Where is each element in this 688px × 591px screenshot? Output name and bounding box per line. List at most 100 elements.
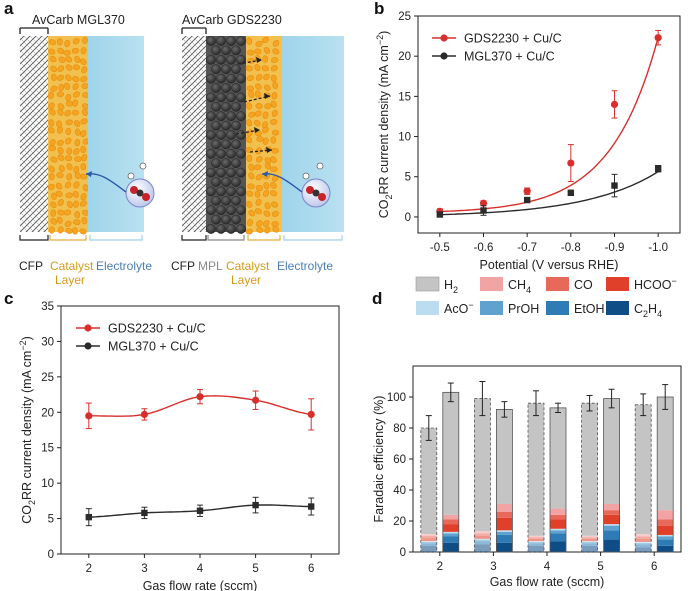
mpl-particle xyxy=(216,205,226,215)
mpl-particle xyxy=(211,64,221,74)
mpl-particle xyxy=(206,130,216,140)
mpl-particle xyxy=(236,148,246,159)
catalyst-grain xyxy=(48,145,56,152)
catalyst-grain xyxy=(261,65,269,72)
mpl-particle xyxy=(236,55,246,65)
data-point xyxy=(252,501,259,509)
catalyst-grain xyxy=(73,200,79,208)
series-line xyxy=(439,171,659,216)
mpl-particle xyxy=(211,177,221,187)
legend-entry: EtOH xyxy=(574,302,605,316)
mpl-particle xyxy=(231,45,241,56)
catalyst-grain xyxy=(255,103,263,109)
mpl-label: MPL xyxy=(198,259,223,273)
bar-segment-h2 xyxy=(603,398,620,504)
catalyst-grain xyxy=(49,56,57,63)
mgl370-bracket xyxy=(19,27,49,34)
catalyst-grain xyxy=(81,154,88,162)
bar-segment-h2 xyxy=(635,404,652,535)
mpl-particle xyxy=(231,64,241,74)
bar-segment-h2 xyxy=(581,403,598,536)
legend-swatch xyxy=(480,277,503,291)
bar-segment-h2 xyxy=(442,392,459,515)
catalyst-grain xyxy=(80,76,88,83)
catalyst-grain xyxy=(271,147,279,154)
mpl-particle xyxy=(216,224,226,234)
catalyst-grain xyxy=(79,228,87,235)
catalyst-grain xyxy=(245,228,253,235)
catalyst-grain xyxy=(57,108,64,116)
catalyst-grain xyxy=(48,102,55,110)
catalyst-grain xyxy=(270,119,278,125)
bar-segment-aco xyxy=(603,524,620,526)
bar-segment-etoh xyxy=(550,533,566,542)
catalyst-grain xyxy=(246,190,254,197)
bar-segment-co xyxy=(474,533,491,536)
bar-segment-etoh xyxy=(474,541,491,545)
catalyst-grain xyxy=(48,165,55,173)
bar-segment-ch4 xyxy=(420,534,437,536)
data-point xyxy=(480,207,487,214)
legend-entry: HCOO− xyxy=(634,276,677,292)
x-tick-label: -1.0 xyxy=(648,242,668,254)
bar-segment-co xyxy=(657,519,674,526)
catalyst-grain xyxy=(71,47,79,54)
x-tick-label: 5 xyxy=(252,563,258,575)
catalyst-grain xyxy=(64,155,73,162)
mpl-particle xyxy=(221,102,231,112)
catalyst-grain xyxy=(64,39,71,48)
mpl-particle xyxy=(236,167,246,178)
co2-molecule xyxy=(301,162,331,208)
bar-segment-ch4 xyxy=(603,503,620,511)
x-tick-label: 2 xyxy=(437,561,443,573)
catalyst-grain xyxy=(48,172,55,181)
catalyst-grain xyxy=(255,184,263,191)
bar-segment-aco xyxy=(442,531,459,534)
catalyst-grain xyxy=(65,228,73,234)
catalyst-grain xyxy=(74,128,81,136)
mpl-particle xyxy=(231,158,241,168)
schematic-mgl370: AvCarb MGL370 CFP Catalyst Layer Elect xyxy=(19,13,155,287)
catalyst-grain xyxy=(71,109,80,116)
catalyst-grain xyxy=(73,148,80,155)
legend-entry: GDS2230 + Cu/C xyxy=(108,322,206,336)
catalyst-grain xyxy=(63,49,71,56)
data-point xyxy=(196,507,204,514)
catalyst-grain xyxy=(272,48,280,55)
catalyst-grain xyxy=(74,171,81,180)
catalyst-grain xyxy=(57,147,64,155)
catalyst-grain xyxy=(272,40,280,47)
catalyst-grain xyxy=(57,199,64,206)
catalyst-grain xyxy=(56,91,64,98)
bar-segment-hcoo xyxy=(420,538,437,542)
catalyst-grain xyxy=(80,163,87,171)
data-point xyxy=(85,513,92,521)
y-axis-label: CO2RR current density (mA cm−2) xyxy=(18,336,37,524)
catalyst-grain xyxy=(272,81,279,90)
catalyst-grain xyxy=(262,126,269,134)
chart-c: 0 5 10 15 20 25 30 35 2 3 4 5 6 Gas flow rate (sccm) C… xyxy=(18,301,340,591)
bar-segment-h2 xyxy=(550,407,566,509)
bar-segment-h2 xyxy=(496,409,513,504)
catalyst-grain xyxy=(58,83,65,92)
catalyst-grain xyxy=(270,74,277,83)
catalyst-grain xyxy=(81,108,88,116)
mpl-particle xyxy=(226,111,236,121)
series-line xyxy=(439,37,659,213)
mpl-particle xyxy=(216,55,226,65)
mpl-particle xyxy=(206,55,216,65)
catalyst-grain xyxy=(255,147,262,155)
catalyst-grain xyxy=(255,83,262,90)
catalyst-grain xyxy=(50,73,57,81)
data-point xyxy=(523,187,531,195)
catalyst-grain xyxy=(64,82,71,90)
y-tick-label: 40 xyxy=(393,485,406,497)
mpl-particle xyxy=(206,148,216,159)
data-point xyxy=(523,196,531,204)
catalyst-grain xyxy=(49,108,56,116)
catalyst-grain xyxy=(246,200,253,208)
bar-segment-co xyxy=(603,510,620,515)
mpl-particle xyxy=(221,139,231,150)
catalyst-grain xyxy=(247,183,255,190)
